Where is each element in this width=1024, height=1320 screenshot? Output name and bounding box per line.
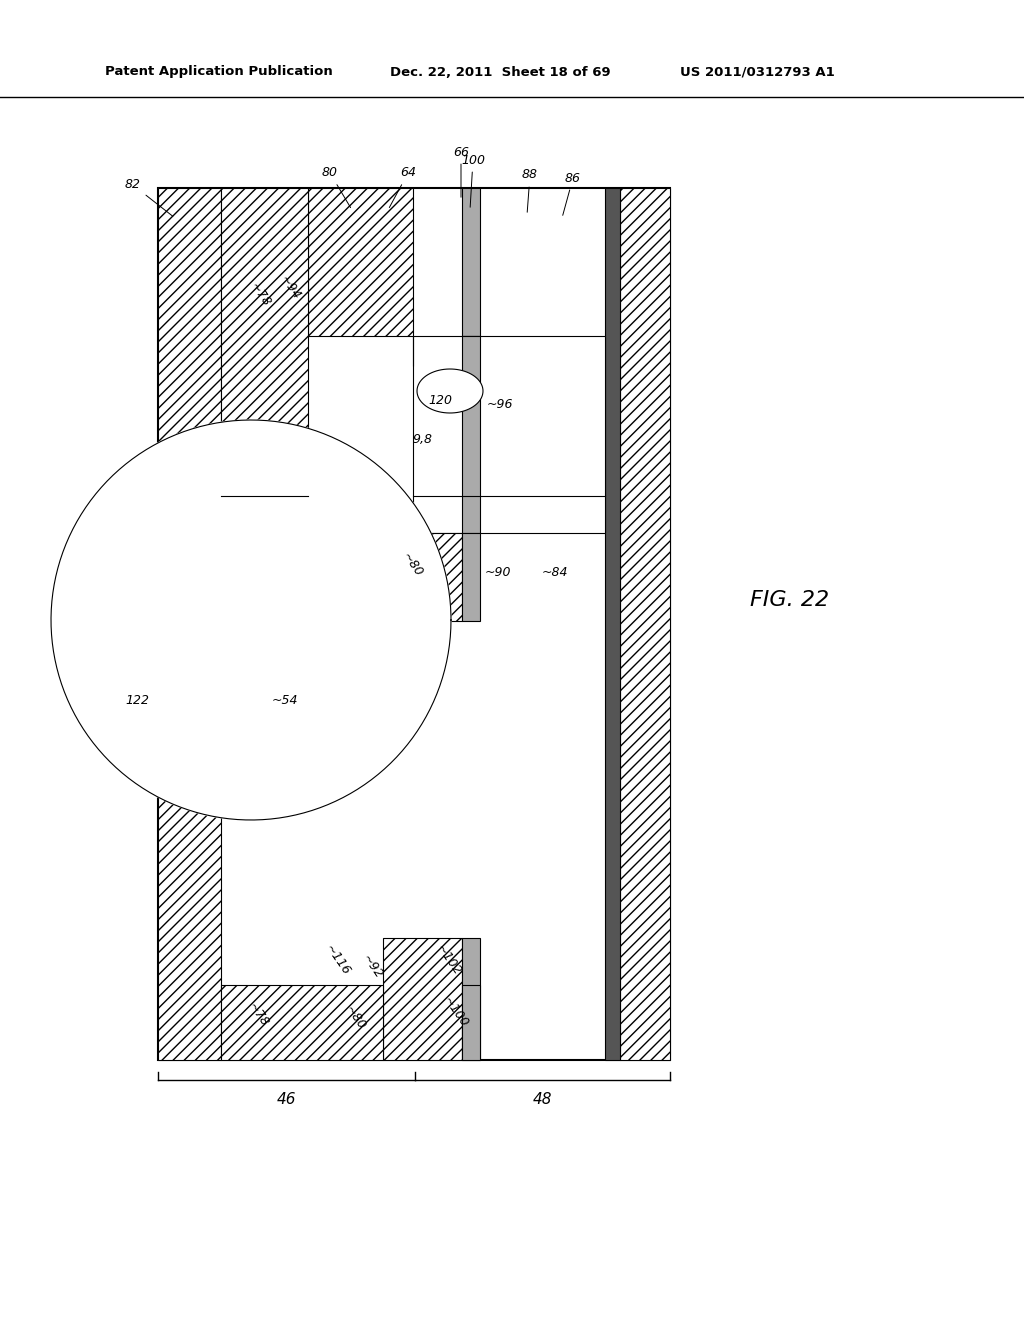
Bar: [620, 187, 670, 1060]
Text: FIG. 22: FIG. 22: [751, 590, 829, 610]
Polygon shape: [51, 420, 451, 820]
Text: ~84: ~84: [542, 565, 568, 578]
Text: 46: 46: [276, 1093, 296, 1107]
Text: ~78: ~78: [247, 280, 273, 310]
Bar: [221, 187, 308, 496]
Text: 122: 122: [125, 693, 150, 706]
Text: ~94: ~94: [278, 273, 303, 302]
Text: 48: 48: [532, 1093, 552, 1107]
Text: 100: 100: [461, 153, 485, 207]
Bar: [383, 533, 462, 620]
Bar: [308, 187, 413, 337]
Text: US 2011/0312793 A1: US 2011/0312793 A1: [680, 66, 835, 78]
Text: ~102: ~102: [433, 942, 463, 978]
Text: 86: 86: [563, 172, 581, 215]
Text: 9,8: 9,8: [412, 433, 432, 446]
Polygon shape: [417, 370, 483, 413]
Text: 82: 82: [125, 178, 173, 216]
Bar: [383, 939, 462, 1060]
Text: ~80: ~80: [399, 550, 425, 579]
Bar: [462, 337, 480, 533]
Bar: [158, 187, 221, 1060]
Text: ~100: ~100: [439, 994, 470, 1030]
Text: ~92: ~92: [359, 953, 385, 982]
Text: 120: 120: [428, 393, 452, 407]
Bar: [462, 187, 480, 337]
Text: ~96: ~96: [486, 399, 513, 412]
Text: 66: 66: [453, 145, 469, 197]
Text: 80: 80: [322, 166, 350, 207]
Bar: [221, 985, 383, 1060]
Text: Patent Application Publication: Patent Application Publication: [105, 66, 333, 78]
Text: Dec. 22, 2011  Sheet 18 of 69: Dec. 22, 2011 Sheet 18 of 69: [390, 66, 610, 78]
Text: ~80: ~80: [342, 1003, 368, 1032]
Bar: [462, 985, 480, 1060]
Text: 64: 64: [389, 166, 416, 207]
Bar: [158, 187, 670, 1060]
Bar: [462, 939, 480, 1060]
Text: ~78: ~78: [245, 1001, 271, 1030]
Text: ~54: ~54: [271, 693, 298, 706]
Bar: [462, 533, 480, 620]
Text: 88: 88: [522, 169, 538, 213]
Bar: [605, 187, 620, 1060]
Bar: [413, 337, 605, 533]
Text: ~116: ~116: [322, 942, 352, 978]
Text: ~90: ~90: [484, 565, 511, 578]
